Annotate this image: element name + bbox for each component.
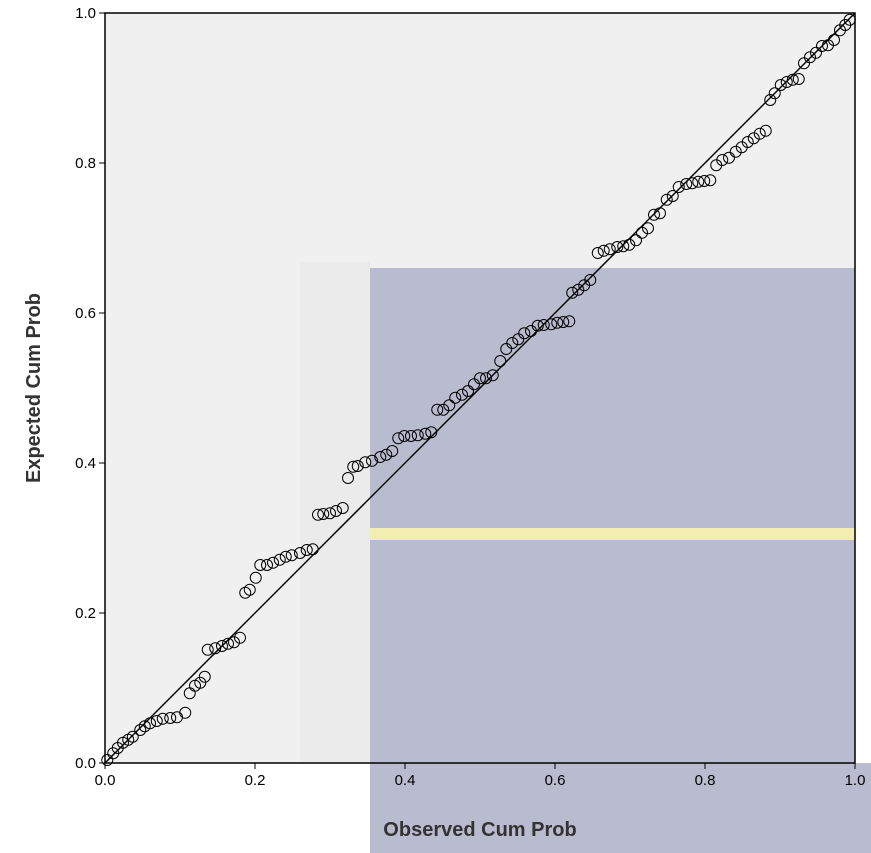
y-tick-label: 0.6 <box>75 305 96 322</box>
x-tick-label: 0.6 <box>545 772 566 789</box>
chart: Observed Cum Prob Expected Cum Prob 0.00… <box>0 0 871 853</box>
y-tick-label: 0.8 <box>75 155 96 172</box>
y-axis-title: Expected Cum Prob <box>23 293 45 483</box>
page: {"chart_data": { "type": "scatter", "x_l… <box>0 0 871 853</box>
x-tick-label: 0.8 <box>695 772 716 789</box>
watermark-panel <box>370 268 860 763</box>
y-tick-label: 0.2 <box>75 605 96 622</box>
x-tick-label: 0.4 <box>395 772 416 789</box>
y-tick-label: 0.4 <box>75 455 96 472</box>
x-axis-title: Observed Cum Prob <box>383 819 576 841</box>
x-tick-label: 0.0 <box>95 772 116 789</box>
x-tick-label: 1.0 <box>845 772 866 789</box>
y-tick-label: 1.0 <box>75 5 96 22</box>
watermark <box>300 262 860 763</box>
y-tick-label: 0.0 <box>75 755 96 772</box>
x-tick-label: 0.2 <box>245 772 266 789</box>
watermark-band <box>370 528 860 540</box>
